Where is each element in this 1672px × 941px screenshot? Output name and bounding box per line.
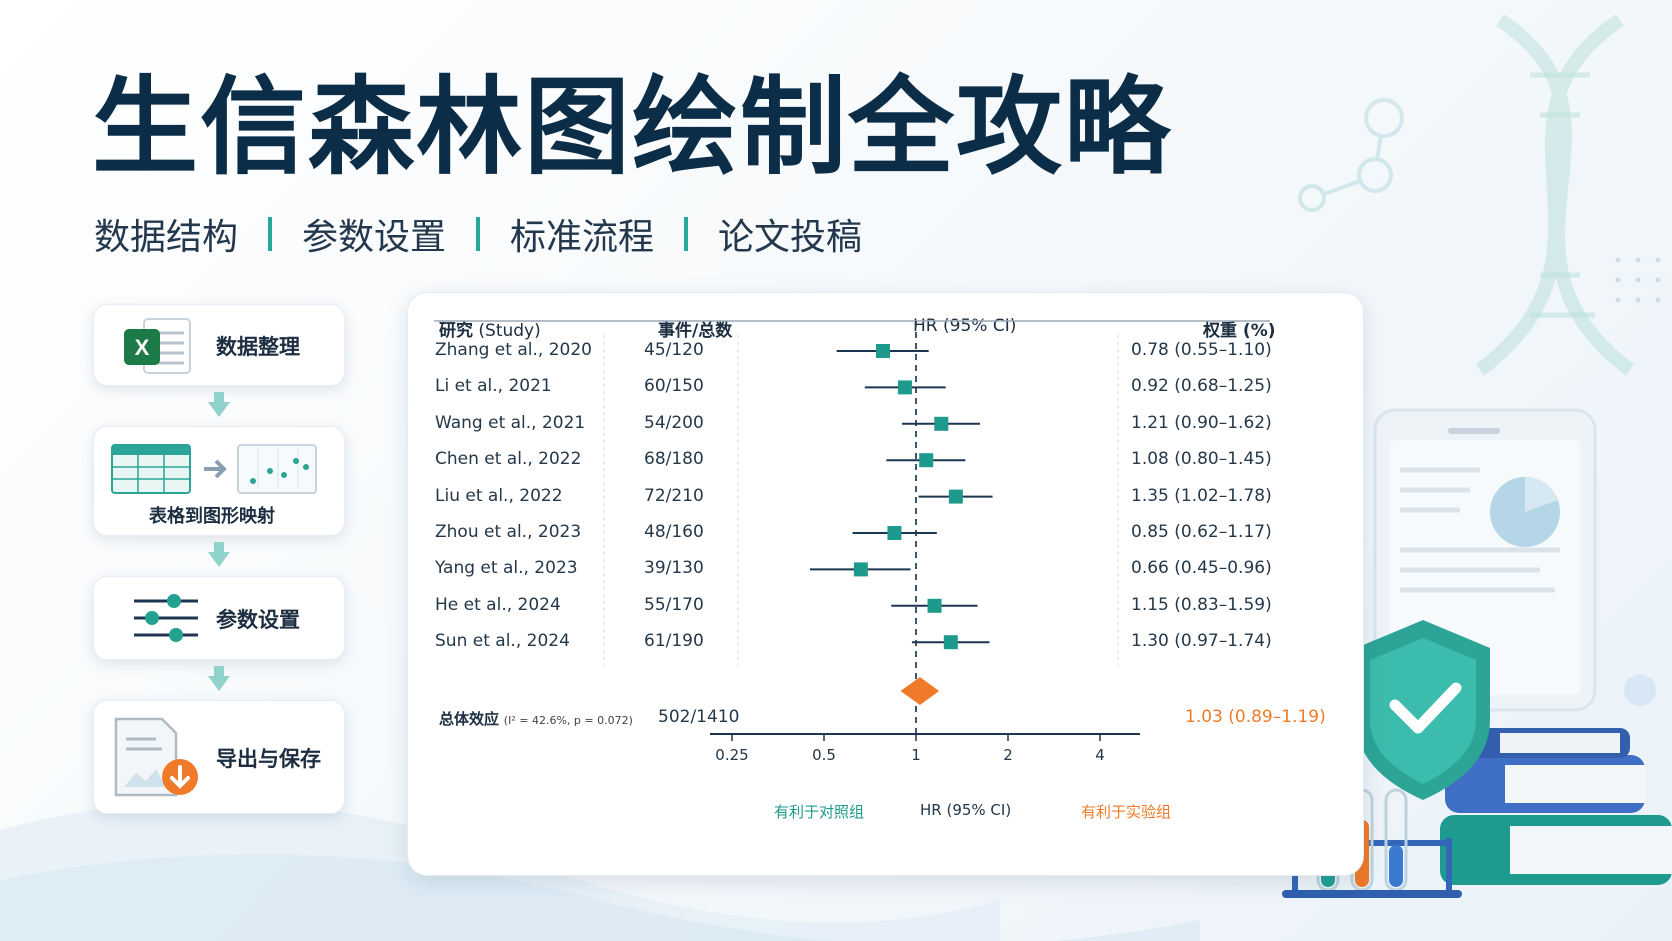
- arrow-down-icon: [208, 552, 230, 567]
- subtitle-divider: [268, 217, 273, 251]
- hr-ci-text: 0.92 (0.68–1.25): [1131, 376, 1272, 397]
- hr-ci-text: 1.35 (1.02–1.78): [1131, 485, 1272, 506]
- step-label: 表格到图形映射: [149, 506, 275, 527]
- x-tick-label: 0.25: [715, 746, 748, 764]
- study-name: Yang et al., 2023: [435, 558, 578, 579]
- sliders-icon: [134, 594, 198, 642]
- events-total: 39/130: [644, 558, 704, 579]
- point-estimate-marker: [948, 489, 963, 504]
- page-title: 生信森林图绘制全攻略: [92, 66, 1172, 189]
- molecule-decoration: [1298, 98, 1404, 212]
- favors-treatment-label: 有利于实验组: [1081, 803, 1172, 821]
- study-name: Chen et al., 2022: [435, 449, 582, 470]
- hr-ci-text: 1.30 (0.97–1.74): [1131, 631, 1272, 652]
- arrow-stem: [214, 666, 224, 676]
- excel-icon: X: [124, 318, 191, 374]
- point-estimate-marker: [876, 344, 891, 358]
- x-axis-label: HR (95% CI): [920, 801, 1012, 819]
- events-total: 54/200: [644, 412, 704, 433]
- header-study: 研究 (Study): [439, 321, 541, 341]
- svg-text:X: X: [135, 335, 150, 360]
- subtitle-item: 论文投稿: [718, 217, 863, 258]
- events-total: 68/180: [644, 449, 704, 470]
- forest-plot: 0.25 0.5 1 2 4: [434, 320, 1270, 764]
- hr-ci-text: 1.08 (0.80–1.45): [1131, 449, 1272, 470]
- events-total: 48/160: [644, 522, 704, 542]
- arrow-down-icon: [208, 676, 230, 691]
- subtitle-keywords: 数据结构 参数设置 标准流程 论文投稿: [94, 208, 862, 260]
- study-name: Sun et al., 2024: [435, 631, 570, 652]
- favors-control-label: 有利于对照组: [774, 803, 865, 821]
- step-label: 数据整理: [216, 335, 300, 359]
- events-total: 72/210: [644, 485, 704, 506]
- study-name: Li et al., 2021: [435, 376, 552, 397]
- header-events: 事件/总数: [658, 321, 733, 341]
- hr-ci-text: 1.21 (0.90–1.62): [1131, 412, 1272, 433]
- subtitle-divider: [476, 217, 481, 251]
- x-tick-label: 4: [1095, 746, 1105, 764]
- dot-grid-decoration: [1615, 257, 1661, 303]
- arrow-down-icon: [208, 402, 230, 417]
- hr-ci-text: 1.15 (0.83–1.59): [1131, 594, 1272, 615]
- overall-estimate: 1.03 (0.89–1.19): [1185, 707, 1326, 727]
- point-estimate-marker: [927, 598, 942, 613]
- subtitle-item: 标准流程: [510, 217, 655, 258]
- point-estimate-marker: [853, 562, 868, 577]
- header-weight: 权重 (%): [1203, 321, 1276, 341]
- point-estimate-marker: [934, 416, 949, 431]
- subtitle-item: 参数设置: [302, 217, 447, 258]
- hr-ci-text: 0.85 (0.62–1.17): [1131, 522, 1272, 542]
- study-name: He et al., 2024: [435, 594, 561, 615]
- hr-ci-text: 0.66 (0.45–0.96): [1131, 558, 1272, 579]
- step-label: 导出与保存: [216, 747, 321, 771]
- books-icon: [1440, 728, 1672, 885]
- export-document-icon: [114, 717, 198, 797]
- step-card-table-mapping: 表格到图形映射: [93, 426, 345, 536]
- x-tick-label: 2: [1003, 746, 1013, 764]
- study-name: Liu et al., 2022: [435, 485, 563, 506]
- point-estimate-marker: [919, 453, 934, 468]
- events-total: 55/170: [644, 594, 704, 615]
- point-estimate-marker: [897, 380, 912, 395]
- dna-helix-decoration: [1475, 14, 1635, 376]
- overall-events: 502/1410: [658, 707, 740, 727]
- study-name: Zhou et al., 2023: [435, 522, 582, 542]
- point-estimate-marker: [943, 635, 958, 650]
- step-label: 参数设置: [216, 608, 300, 632]
- subtitle-item: 数据结构: [94, 217, 239, 258]
- subtitle-divider: [684, 217, 689, 251]
- events-total: 61/190: [644, 631, 704, 652]
- forest-plot-card: 研究 (Study) 事件/总数 HR (95% CI) 权重 (%) 0.25…: [407, 292, 1364, 876]
- overall-diamond: [900, 677, 940, 705]
- point-estimate-marker: [887, 526, 902, 540]
- overall-label: 总体效应 (I² = 42.6%, p = 0.072): [439, 710, 633, 728]
- events-total: 45/120: [644, 340, 704, 360]
- table-to-chart-icon: [111, 444, 317, 494]
- study-name: Zhang et al., 2020: [435, 340, 592, 360]
- study-name: Wang et al., 2021: [435, 412, 586, 433]
- arrow-stem: [214, 542, 224, 552]
- arrow-stem: [214, 392, 224, 402]
- x-tick-label: 1: [911, 746, 921, 764]
- step-card-parameters: 参数设置: [93, 576, 345, 660]
- hr-ci-text: 0.78 (0.55–1.10): [1131, 340, 1272, 360]
- step-card-export: 导出与保存: [93, 700, 345, 814]
- step-card-data-prep: X 数据整理: [93, 304, 345, 386]
- shield-check-icon: [1356, 620, 1490, 800]
- events-total: 60/150: [644, 376, 704, 397]
- x-tick-label: 0.5: [812, 746, 836, 764]
